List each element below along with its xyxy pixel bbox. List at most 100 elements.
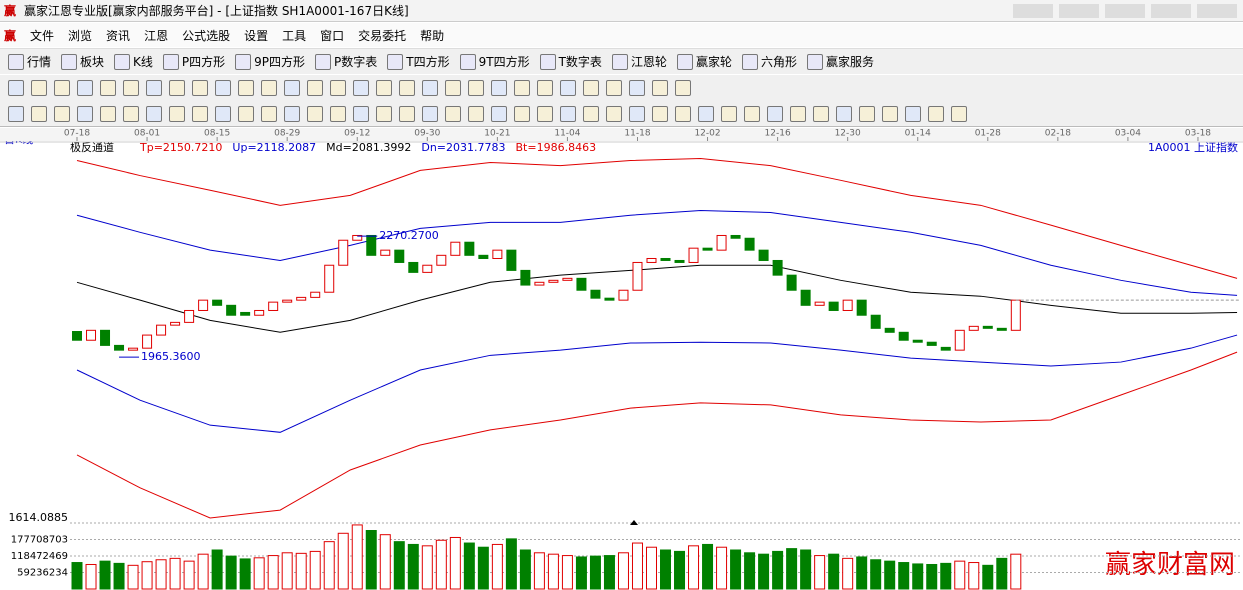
- tool-icon[interactable]: [422, 105, 438, 122]
- tool-icon[interactable]: [468, 80, 484, 96]
- tool-icon[interactable]: [100, 105, 116, 122]
- tool-icon[interactable]: [652, 80, 668, 96]
- tool-icon[interactable]: [284, 105, 300, 122]
- control[interactable]: [1059, 3, 1099, 18]
- tool-icon[interactable]: [31, 80, 47, 96]
- tool-icon[interactable]: [836, 105, 852, 122]
- tool-icon[interactable]: [238, 80, 254, 96]
- tool-icon[interactable]: [146, 105, 162, 122]
- tool-icon[interactable]: [353, 80, 369, 96]
- toolbar-button[interactable]: P四方形: [162, 53, 225, 70]
- menu-item[interactable]: 窗口: [320, 28, 345, 43]
- menu-item[interactable]: 资讯: [106, 28, 131, 43]
- tool-icon[interactable]: [238, 105, 254, 122]
- tool-icon[interactable]: [537, 80, 553, 96]
- tool-icon[interactable]: [537, 105, 553, 122]
- tool-icon[interactable]: [192, 105, 208, 122]
- menu-item[interactable]: 公式选股: [182, 28, 231, 43]
- tool-icon[interactable]: [330, 105, 346, 122]
- tool-icon[interactable]: [928, 105, 944, 122]
- tool-icon[interactable]: [445, 80, 461, 96]
- toolbar-button[interactable]: 9T四方形: [459, 53, 530, 70]
- toolbar-button[interactable]: 赢家轮: [676, 53, 732, 70]
- tool-icon[interactable]: [468, 105, 484, 122]
- tool-icon[interactable]: [215, 80, 231, 96]
- tool-icon[interactable]: [560, 80, 576, 96]
- control[interactable]: [1105, 3, 1145, 18]
- tool-icon[interactable]: [905, 105, 921, 122]
- tool-icon[interactable]: [606, 80, 622, 96]
- tool-icon[interactable]: [514, 80, 530, 96]
- tool-icon[interactable]: [583, 105, 599, 122]
- tool-icon[interactable]: [422, 80, 438, 96]
- tool-icon[interactable]: [859, 105, 875, 122]
- tool-icon[interactable]: [123, 105, 139, 122]
- tool-icon[interactable]: [261, 80, 277, 96]
- menu-item[interactable]: 江恩: [144, 28, 169, 43]
- tool-icon[interactable]: [376, 80, 392, 96]
- tool-icon[interactable]: [445, 105, 461, 122]
- tool-icon[interactable]: [583, 80, 599, 96]
- tool-icon[interactable]: [284, 80, 300, 96]
- toolbar-button[interactable]: 赢家服务: [806, 53, 874, 70]
- tool-icon[interactable]: [261, 105, 277, 122]
- tool-icon[interactable]: [813, 105, 829, 122]
- tool-icon[interactable]: [399, 80, 415, 96]
- tool-icon[interactable]: [514, 105, 530, 122]
- tool-icon[interactable]: [744, 105, 760, 122]
- tool-icon[interactable]: [169, 80, 185, 96]
- tool-icon[interactable]: [330, 80, 346, 96]
- tool-icon[interactable]: [169, 105, 185, 122]
- tool-icon[interactable]: [8, 80, 24, 96]
- menu-item[interactable]: 浏览: [68, 28, 93, 43]
- tool-icon[interactable]: [54, 105, 70, 122]
- tool-icon[interactable]: [882, 105, 898, 122]
- tool-icon[interactable]: [146, 80, 162, 96]
- tool-icon[interactable]: [606, 105, 622, 122]
- tool-icon[interactable]: [698, 105, 714, 122]
- toolbar-button[interactable]: 9P四方形: [235, 53, 305, 70]
- tool-icon[interactable]: [491, 80, 507, 96]
- tool-icon[interactable]: [767, 105, 783, 122]
- tool-icon[interactable]: [192, 80, 208, 96]
- tool-icon[interactable]: [399, 105, 415, 122]
- tool-icon[interactable]: [54, 80, 70, 96]
- control[interactable]: [1013, 3, 1053, 18]
- tool-icon[interactable]: [560, 105, 576, 122]
- tool-icon[interactable]: [307, 80, 323, 96]
- menu-item[interactable]: 交易委托: [358, 28, 407, 43]
- menu-item[interactable]: 文件: [30, 28, 55, 43]
- tool-icon[interactable]: [951, 105, 967, 122]
- tool-icon[interactable]: [215, 105, 231, 122]
- tool-icon[interactable]: [31, 105, 47, 122]
- tool-icon[interactable]: [675, 80, 691, 96]
- tool-icon[interactable]: [790, 105, 806, 122]
- tool-icon[interactable]: [652, 105, 668, 122]
- toolbar-button[interactable]: 行情: [8, 53, 51, 70]
- tool-icon[interactable]: [491, 105, 507, 122]
- menu-item[interactable]: 工具: [282, 28, 307, 43]
- tool-icon[interactable]: [629, 105, 645, 122]
- menu-item[interactable]: 帮助: [420, 28, 445, 43]
- tool-icon[interactable]: [123, 80, 139, 96]
- tool-icon[interactable]: [77, 80, 93, 96]
- toolbar-button[interactable]: P数字表: [315, 53, 377, 70]
- toolbar-button[interactable]: 板块: [61, 53, 104, 70]
- tool-icon[interactable]: [77, 105, 93, 122]
- toolbar-button[interactable]: 六角形: [741, 53, 797, 70]
- control[interactable]: [1151, 3, 1191, 18]
- tool-icon[interactable]: [376, 105, 392, 122]
- tool-icon[interactable]: [629, 80, 645, 96]
- control[interactable]: [1197, 3, 1237, 18]
- toolbar-button[interactable]: K线: [114, 53, 153, 70]
- menu-item[interactable]: 设置: [244, 28, 269, 43]
- tool-icon[interactable]: [675, 105, 691, 122]
- toolbar-button[interactable]: 江恩轮: [611, 53, 667, 70]
- tool-icon[interactable]: [353, 105, 369, 122]
- toolbar-button[interactable]: T数字表: [539, 53, 602, 70]
- tool-icon[interactable]: [307, 105, 323, 122]
- tool-icon[interactable]: [100, 80, 116, 96]
- tool-icon[interactable]: [8, 105, 24, 122]
- toolbar-button[interactable]: T四方形: [387, 53, 450, 70]
- tool-icon[interactable]: [721, 105, 737, 122]
